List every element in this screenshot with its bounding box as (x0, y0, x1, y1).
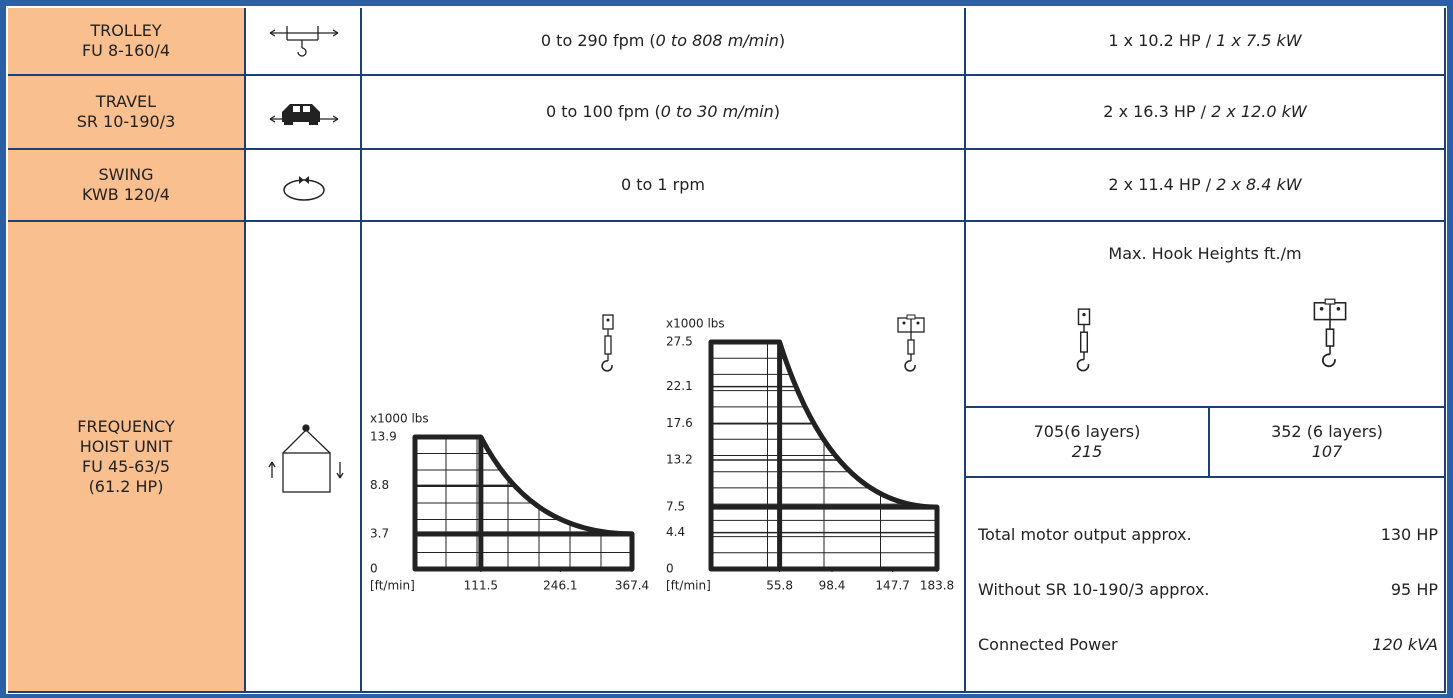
hook-cell: 705(6 layers) 215 (966, 408, 1210, 478)
grid (711, 342, 937, 569)
speed-text: 0 to 1 rpm (621, 175, 705, 194)
hoist-icon (268, 424, 344, 493)
speed-text: 0 to 100 fpm ( (545, 102, 661, 121)
y-tick-label: 22.1 (666, 379, 693, 393)
power-cell: 1 x 10.2 HP / 1 x 7.5 kW (966, 8, 1446, 76)
power-text: 2 x 11.4 HP / (1108, 175, 1217, 194)
y-tick-label: 27.5 (666, 335, 693, 349)
unit-line: FU 45-63/5 (81, 456, 171, 476)
unit-name: FREQUENCY HOIST UNIT FU 45-63/5 (61.2 HP… (8, 222, 246, 693)
power: 1 x 10.2 HP / 1 x 7.5 kW (1108, 31, 1301, 51)
speed-metric: 0 to 30 m/min (660, 102, 774, 121)
unit-line: KWB 120/4 (82, 185, 170, 204)
speed-metric: 0 to 808 m/min (655, 31, 779, 50)
hook-value: 705(6 layers) (1033, 422, 1141, 441)
unit-name: SWING KWB 120/4 (8, 150, 246, 222)
hook-icon (897, 314, 925, 372)
unit-line: FREQUENCY (77, 416, 175, 436)
x-tick-label: 98.4 (819, 579, 846, 593)
speed: 0 to 100 fpm (0 to 30 m/min) (546, 102, 780, 122)
speed: 0 to 290 fpm (0 to 808 m/min) (541, 31, 785, 51)
speed-cell: 0 to 100 fpm (0 to 30 m/min) (362, 76, 966, 150)
power-cell: 2 x 11.4 HP / 2 x 8.4 kW (966, 150, 1446, 222)
y-axis-label: x1000 lbs (370, 412, 429, 426)
hook-metric: 215 (1071, 442, 1103, 461)
unit-name: TRAVEL SR 10-190/3 (8, 76, 246, 150)
x-tick-label: 147.7 (875, 579, 909, 593)
total-row: Without SR 10-190/3 approx. 95 HP (978, 580, 1438, 599)
total-value: 120 kVA (1372, 635, 1438, 654)
unit-line: TRAVEL (95, 92, 157, 111)
y-axis-label: x1000 lbs (666, 317, 725, 331)
trolley-icon (269, 26, 339, 57)
hook-cell: 352 (6 layers) 107 (1210, 408, 1446, 478)
hook-value: 352 (6 layers) (1271, 422, 1383, 441)
hook-metric: 107 (1311, 442, 1343, 461)
hook-icon (1313, 298, 1347, 368)
power-cell: 2 x 16.3 HP / 2 x 12.0 kW (966, 76, 1446, 150)
speed: 0 to 1 rpm (621, 175, 705, 195)
load-curve (708, 339, 940, 572)
load-curve (412, 434, 635, 572)
y-tick-label: 13.9 (370, 430, 397, 444)
unit-line: FU 8-160/4 (81, 41, 171, 60)
y-tick-label: 17.6 (666, 416, 693, 430)
y-tick-label: 7.5 (666, 500, 685, 514)
chart-cell (362, 222, 966, 693)
power: 2 x 11.4 HP / 2 x 8.4 kW (1108, 175, 1301, 195)
x-tick-label: 55.8 (766, 579, 793, 593)
y-tick-label: 0 (370, 562, 378, 576)
total-value: 130 HP (1380, 525, 1438, 544)
power-metric: 1 x 7.5 kW (1216, 31, 1302, 50)
unit-line: TROLLEY (90, 21, 162, 40)
hook-icon (601, 314, 614, 372)
power-text: 1 x 10.2 HP / (1108, 31, 1217, 50)
speed-cell: 0 to 290 fpm (0 to 808 m/min) (362, 8, 966, 76)
total-value: 95 HP (1390, 580, 1438, 599)
unit-line: SWING (98, 165, 154, 184)
speed-text: ) (778, 31, 786, 50)
x-tick-label: 367.4 (615, 579, 649, 593)
speed-text: ) (773, 102, 780, 121)
x-axis-label: [ft/min] (666, 579, 711, 593)
grid (415, 437, 632, 569)
x-tick-label: 183.8 (920, 579, 954, 593)
y-tick-label: 4.4 (666, 525, 685, 539)
unit-line: HOIST UNIT (79, 436, 173, 456)
power: 2 x 16.3 HP / 2 x 12.0 kW (1103, 102, 1306, 122)
x-axis-label: [ft/min] (370, 579, 415, 593)
total-label: Connected Power (978, 635, 1118, 654)
icon-cell (246, 222, 362, 693)
speed-cell: 0 to 1 rpm (362, 150, 966, 222)
hook-icon (1076, 307, 1091, 372)
power-metric: 2 x 12.0 kW (1211, 102, 1307, 121)
icon-cell (246, 76, 362, 150)
unit-name: TROLLEY FU 8-160/4 (8, 8, 246, 76)
hook-title: Max. Hook Heights ft./m (1108, 244, 1302, 263)
y-tick-label: 3.7 (370, 526, 389, 540)
icon-cell (246, 150, 362, 222)
travel-icon (269, 104, 339, 125)
total-label: Without SR 10-190/3 approx. (978, 580, 1210, 599)
total-row: Total motor output approx. 130 HP (978, 525, 1438, 544)
icon-cell (246, 8, 362, 76)
total-label: Total motor output approx. (978, 525, 1192, 544)
power-metric: 2 x 8.4 kW (1216, 175, 1302, 194)
x-tick-label: 246.1 (543, 579, 577, 593)
unit-line: SR 10-190/3 (76, 112, 176, 131)
swing-icon (283, 176, 325, 201)
power-text: 2 x 16.3 HP / (1103, 102, 1212, 121)
y-tick-label: 0 (666, 562, 674, 576)
unit-line: (61.2 HP) (88, 476, 164, 496)
total-row: Connected Power 120 kVA (978, 635, 1438, 654)
totals-cell (966, 478, 1446, 693)
hook-header: Max. Hook Heights ft./m (966, 222, 1446, 408)
x-tick-label: 111.5 (464, 579, 498, 593)
speed-text: 0 to 290 fpm ( (540, 31, 656, 50)
y-tick-label: 13.2 (666, 453, 693, 467)
y-tick-label: 8.8 (370, 478, 389, 492)
